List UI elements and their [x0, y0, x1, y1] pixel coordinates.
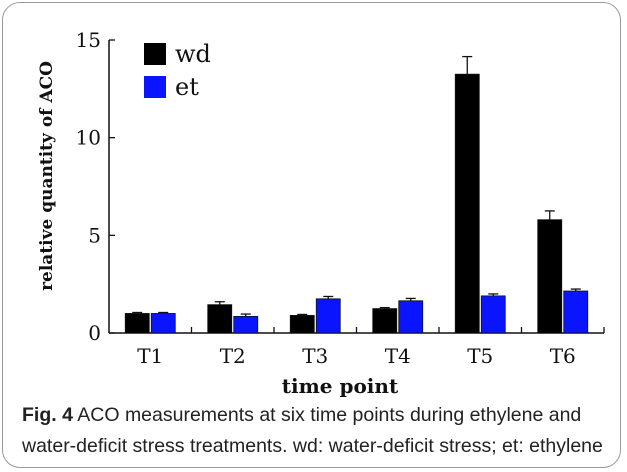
- legend: wd et: [144, 40, 211, 101]
- x-tick-label: T5: [467, 344, 493, 368]
- x-tick-label: T4: [385, 344, 411, 368]
- y-tick-label: 10: [76, 126, 101, 150]
- bar-wd-T1: [124, 313, 150, 334]
- y-tick-label: 15: [76, 28, 101, 52]
- caption-label: Fig. 4: [22, 404, 73, 426]
- figure-frame: [2, 2, 621, 468]
- bar-et-T1: [150, 313, 176, 334]
- x-axis-label: time point: [282, 374, 399, 398]
- x-tick-label: T6: [550, 344, 576, 368]
- bar-wd-T5: [454, 73, 480, 334]
- legend-label-wd: wd: [175, 40, 211, 68]
- y-tick-label: 5: [88, 223, 101, 247]
- x-tick-label: T1: [137, 344, 163, 368]
- legend-swatch-et: [144, 76, 166, 98]
- legend-label-et: et: [175, 73, 199, 101]
- bar-wd-T2: [207, 304, 233, 334]
- bar-et-T4: [398, 300, 424, 334]
- bar-wd-T3: [289, 315, 315, 334]
- bar-wd-T4: [372, 308, 398, 334]
- chart-axes: [108, 39, 605, 334]
- bar-et-T2: [233, 315, 259, 334]
- bar-wd-T6: [537, 219, 563, 334]
- caption-text: ACO measurements at six time points duri…: [22, 404, 603, 457]
- y-tick-labels: 0 5 10 15: [76, 28, 101, 345]
- chart-bars: [124, 55, 589, 334]
- bar-et-T6: [563, 290, 589, 334]
- y-tick-label: 0: [88, 321, 101, 345]
- x-tick-labels: T1 T2 T3 T4 T5 T6: [137, 344, 576, 368]
- x-tick-label: T2: [220, 344, 246, 368]
- bar-et-T5: [480, 295, 506, 334]
- bar-et-T3: [315, 298, 341, 334]
- legend-swatch-wd: [144, 43, 166, 65]
- figure-caption: Fig. 4 ACO measurements at six time poin…: [22, 400, 612, 462]
- y-axis-label: relative quantity of ACO: [37, 61, 57, 291]
- x-tick-label: T3: [302, 344, 328, 368]
